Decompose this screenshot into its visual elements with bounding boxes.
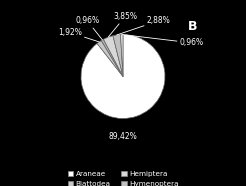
Text: 3,85%: 3,85% xyxy=(108,12,137,37)
Text: B: B xyxy=(188,20,198,33)
Wedge shape xyxy=(113,35,123,76)
Text: 2,88%: 2,88% xyxy=(117,16,170,35)
Wedge shape xyxy=(101,39,123,76)
Text: 1,92%: 1,92% xyxy=(58,28,99,42)
Text: 0,96%: 0,96% xyxy=(122,35,204,47)
Wedge shape xyxy=(104,36,123,76)
Wedge shape xyxy=(81,34,165,118)
Wedge shape xyxy=(121,34,123,76)
Text: 89,42%: 89,42% xyxy=(109,132,137,141)
Legend: Araneae, Blattodea, Coleoptera, Hemiptera, Hymenoptera, Lepidoptera: Araneae, Blattodea, Coleoptera, Hemipter… xyxy=(66,169,180,186)
Text: 0,96%: 0,96% xyxy=(75,16,102,40)
Wedge shape xyxy=(97,41,123,76)
